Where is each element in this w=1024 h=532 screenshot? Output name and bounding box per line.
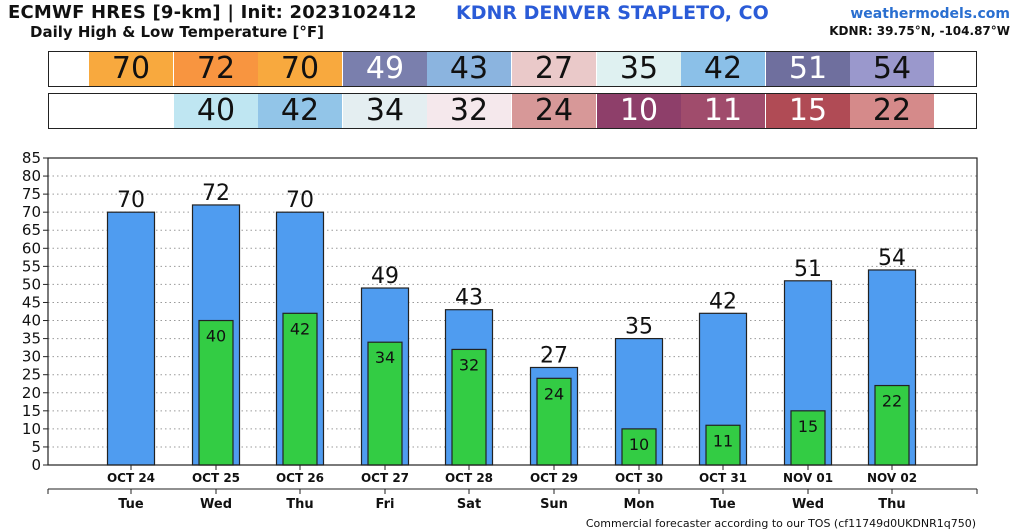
high-temp-cell: 35 <box>597 52 681 86</box>
high-temp-cell: 70 <box>89 52 173 86</box>
x-date-label: NOV 01 <box>783 471 833 485</box>
y-tick-label: 50 <box>22 275 41 293</box>
y-tick-label: 45 <box>22 293 41 311</box>
high-temperature-strip: 70 72 70 49 43 27 35 42 51 54 <box>48 51 977 87</box>
y-tick-label: 70 <box>22 203 41 221</box>
y-tick-label: 55 <box>22 257 41 275</box>
high-value-label: 72 <box>202 181 230 206</box>
high-temp-cell: 42 <box>681 52 765 86</box>
low-bar <box>621 428 657 466</box>
low-value-label: 10 <box>629 435 649 454</box>
x-day-label: Fri <box>376 497 395 512</box>
low-temp-cell <box>89 94 173 128</box>
x-day-label: Sat <box>457 497 481 512</box>
station-name: KDNR DENVER STAPLETO, CO <box>456 2 769 24</box>
high-value-label: 70 <box>286 188 314 213</box>
x-day-label: Thu <box>286 497 313 512</box>
x-date-label: OCT 24 <box>107 471 155 485</box>
x-day-label: Tue <box>710 497 736 512</box>
low-bar <box>451 348 487 466</box>
low-temperature-strip: 40 42 34 32 24 10 11 15 22 <box>48 93 977 129</box>
footer-note: Commercial forecaster according to our T… <box>585 517 976 530</box>
x-date-label: OCT 31 <box>699 471 747 485</box>
x-date-label: OCT 26 <box>276 471 324 485</box>
x-day-label: Mon <box>623 497 654 512</box>
x-date-label: NOV 02 <box>867 471 917 485</box>
low-temp-cell: 15 <box>766 94 850 128</box>
y-tick-label: 15 <box>22 402 41 420</box>
low-bar <box>705 424 741 466</box>
low-temp-cell: 40 <box>174 94 258 128</box>
y-tick-label: 5 <box>31 438 41 456</box>
x-day-label: Wed <box>792 497 824 512</box>
low-value-label: 40 <box>206 327 226 346</box>
y-tick-label: 65 <box>22 221 41 239</box>
low-temp-cell: 11 <box>681 94 765 128</box>
high-temp-cell: 54 <box>850 52 934 86</box>
chart-title: ECMWF HRES [9-km] | Init: 2023102412 <box>8 2 417 23</box>
y-tick-label: 40 <box>22 312 41 330</box>
x-day-label: Sun <box>540 497 568 512</box>
low-bar <box>536 377 572 466</box>
high-value-label: 54 <box>878 246 906 271</box>
high-value-label: 43 <box>455 286 483 311</box>
low-temp-cell: 22 <box>850 94 934 128</box>
y-tick-label: 10 <box>22 420 41 438</box>
low-bar <box>874 384 910 466</box>
plot-frame <box>47 157 978 466</box>
high-temp-cell: 51 <box>766 52 850 86</box>
y-tick-label: 30 <box>22 348 41 366</box>
high-value-label: 27 <box>540 343 568 368</box>
low-value-label: 22 <box>882 392 902 411</box>
high-value-label: 49 <box>371 264 399 289</box>
high-temp-cell: 27 <box>512 52 596 86</box>
x-day-label: Wed <box>200 497 232 512</box>
high-bar <box>106 211 156 466</box>
brand-link[interactable]: weathermodels.com <box>850 6 1010 22</box>
low-value-label: 32 <box>459 355 479 374</box>
y-tick-label: 80 <box>22 167 41 185</box>
low-value-label: 24 <box>544 384 564 403</box>
high-value-label: 42 <box>709 289 737 314</box>
high-value-label: 51 <box>794 257 822 282</box>
high-temp-cell: 72 <box>174 52 258 86</box>
high-value-label: 35 <box>625 315 653 340</box>
low-temp-cell: 24 <box>512 94 596 128</box>
y-tick-label: 35 <box>22 330 41 348</box>
low-temp-cell: 10 <box>597 94 681 128</box>
station-coordinates: KDNR: 39.75°N, -104.87°W <box>829 24 1010 38</box>
y-tick-label: 75 <box>22 185 41 203</box>
x-date-label: OCT 29 <box>530 471 578 485</box>
y-tick-label: 25 <box>22 366 41 384</box>
low-value-label: 15 <box>798 417 818 436</box>
high-temp-cell: 43 <box>427 52 511 86</box>
high-value-label: 70 <box>117 188 145 213</box>
low-bar <box>198 319 234 466</box>
high-temp-cell: 49 <box>343 52 427 86</box>
y-tick-label: 20 <box>22 384 41 402</box>
low-bar <box>367 341 403 466</box>
low-value-label: 11 <box>713 431 733 450</box>
low-temp-cell: 42 <box>258 94 342 128</box>
low-temp-cell: 32 <box>427 94 511 128</box>
y-tick-label: 85 <box>22 150 41 167</box>
x-date-label: OCT 25 <box>192 471 240 485</box>
y-tick-label: 60 <box>22 239 41 257</box>
low-temp-cell: 34 <box>343 94 427 128</box>
low-value-label: 42 <box>290 319 310 338</box>
x-day-label: Thu <box>878 497 905 512</box>
x-date-label: OCT 28 <box>445 471 493 485</box>
x-date-label: OCT 30 <box>615 471 663 485</box>
y-tick-label: 0 <box>31 456 41 474</box>
x-date-label: OCT 27 <box>361 471 409 485</box>
chart-subtitle: Daily High & Low Temperature [°F] <box>30 23 325 41</box>
x-day-label: Tue <box>118 497 144 512</box>
low-value-label: 34 <box>375 348 395 367</box>
high-temp-cell: 70 <box>258 52 342 86</box>
